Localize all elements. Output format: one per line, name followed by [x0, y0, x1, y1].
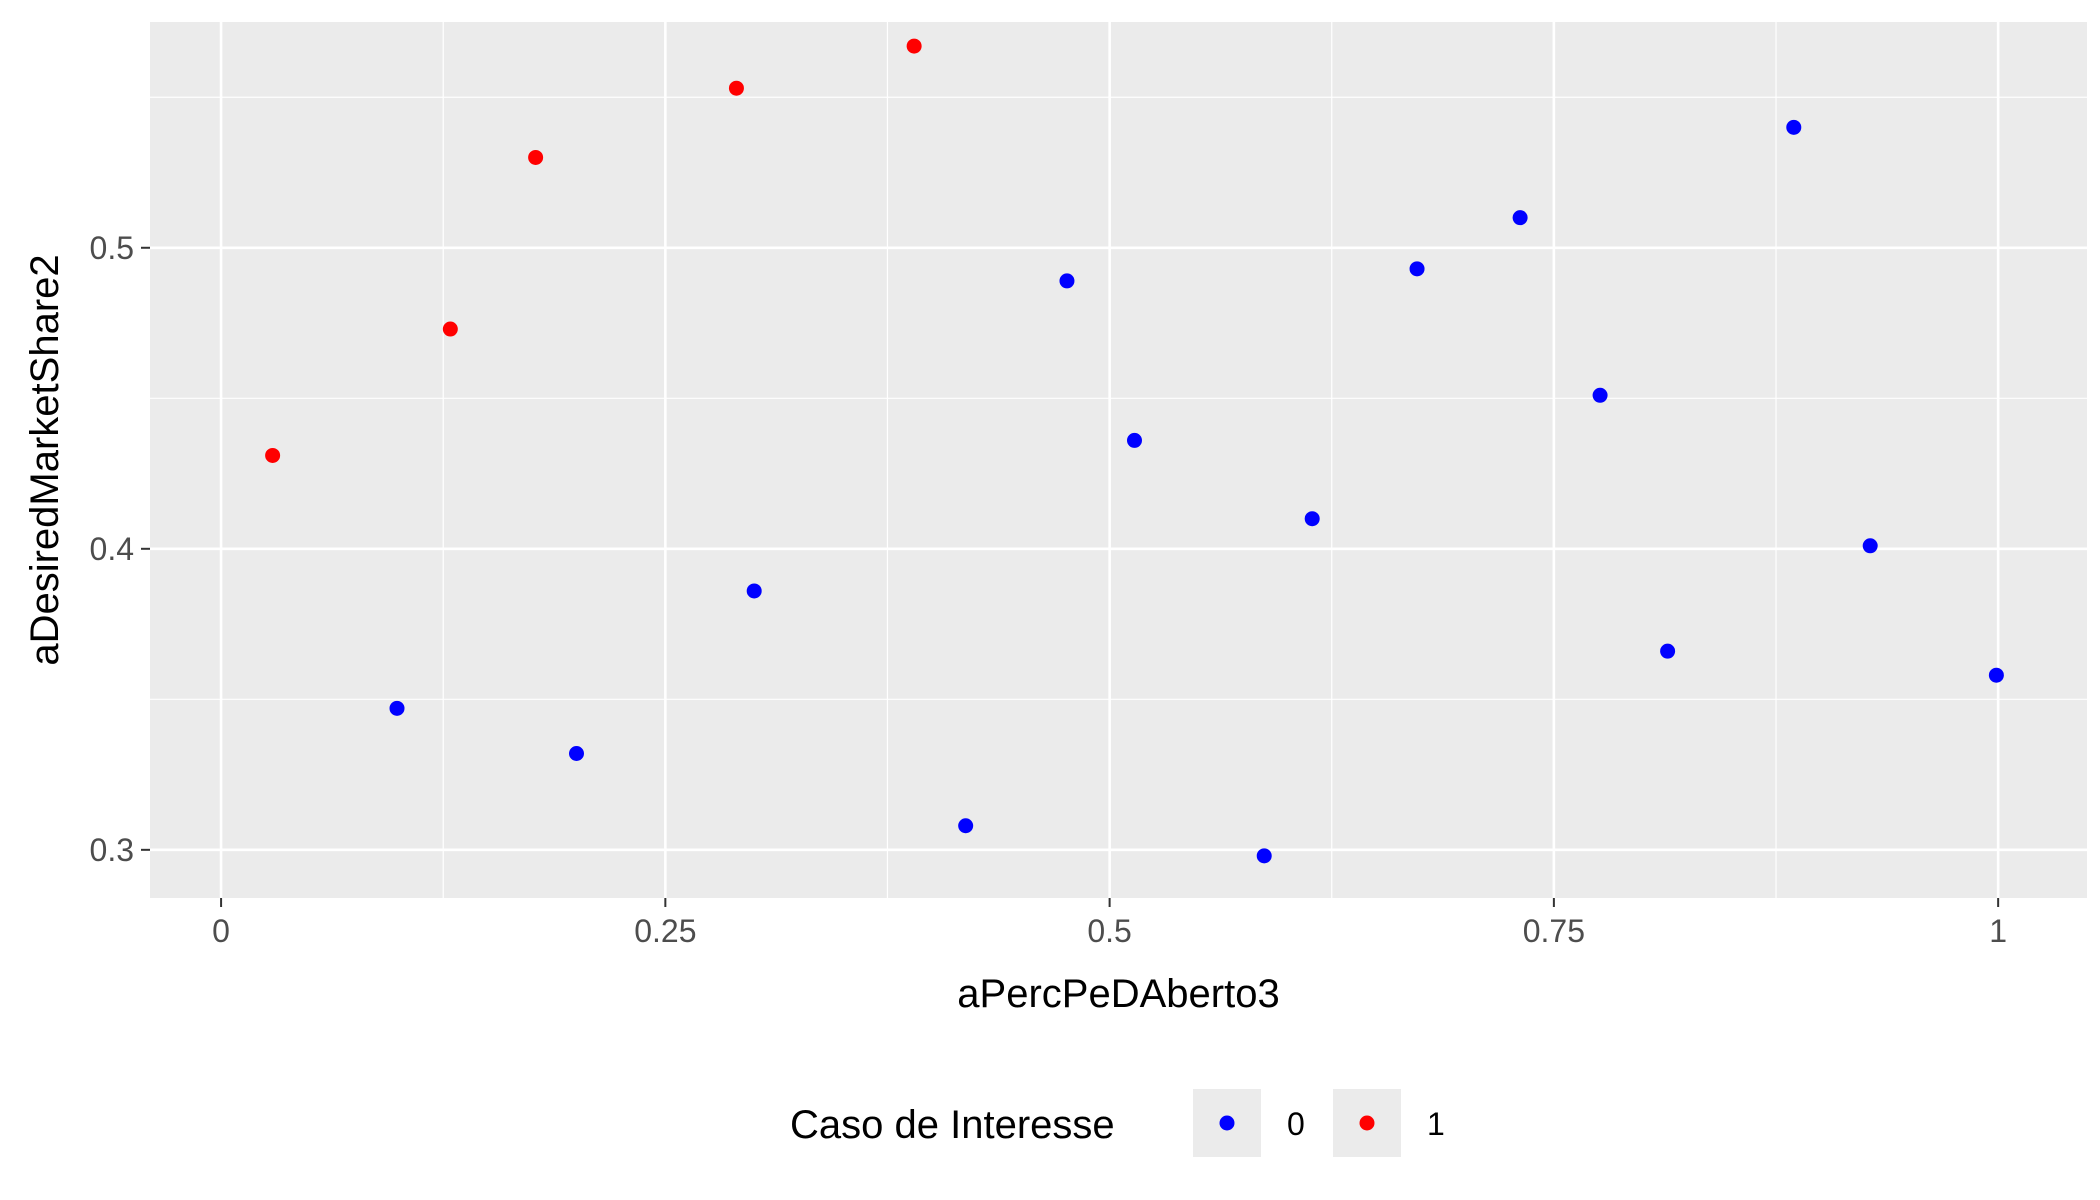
y-tick-label: 0.3	[90, 832, 134, 868]
data-point-series-0	[1304, 511, 1320, 527]
legend-title: Caso de Interesse	[790, 1103, 1115, 1147]
x-axis: 0 0.25 0.5 0.75 1	[212, 898, 2007, 949]
plot-panel	[150, 22, 2087, 898]
legend-key-1-marker	[1359, 1115, 1375, 1131]
data-point-series-0	[1256, 848, 1272, 864]
data-point-series-1	[906, 38, 922, 54]
x-tick-label: 0.25	[634, 913, 696, 949]
y-axis-title: aDesiredMarketShare2	[23, 254, 67, 665]
data-point-series-0	[568, 746, 584, 762]
legend-key-1	[1333, 1089, 1401, 1157]
legend-key-0	[1193, 1089, 1261, 1157]
data-point-series-0	[1126, 432, 1142, 448]
data-point-series-0	[1786, 119, 1802, 135]
y-tick-label: 0.5	[90, 230, 134, 266]
data-point-series-1	[442, 321, 458, 337]
data-point-series-1	[265, 447, 281, 463]
data-point-series-0	[1409, 261, 1425, 277]
data-point-series-0	[1512, 210, 1528, 226]
data-point-series-0	[1988, 667, 2004, 683]
x-tick-label: 0.75	[1523, 913, 1585, 949]
legend-key-0-marker	[1219, 1115, 1235, 1131]
data-point-series-1	[728, 80, 744, 96]
data-point-series-1	[528, 149, 544, 165]
y-axis: 0.3 0.4 0.5	[90, 230, 150, 868]
data-point-series-0	[1660, 643, 1676, 659]
data-point-series-0	[1862, 538, 1878, 554]
data-point-series-0	[389, 700, 405, 716]
legend-label-0: 0	[1287, 1106, 1305, 1142]
y-tick-label: 0.4	[90, 531, 134, 567]
data-point-series-0	[1592, 387, 1608, 403]
x-tick-label: 1	[1989, 913, 2007, 949]
data-points	[265, 38, 2004, 864]
x-tick-label: 0	[212, 913, 230, 949]
data-point-series-0	[1059, 273, 1075, 289]
legend-label-1: 1	[1427, 1106, 1445, 1142]
major-gridlines	[150, 22, 2087, 898]
data-point-series-0	[958, 818, 974, 834]
data-point-series-0	[746, 583, 762, 599]
legend: Caso de Interesse 0 1	[790, 1089, 1445, 1157]
x-axis-title: aPercPeDAberto3	[957, 972, 1279, 1016]
x-tick-label: 0.5	[1087, 913, 1131, 949]
minor-gridlines	[150, 22, 2087, 898]
